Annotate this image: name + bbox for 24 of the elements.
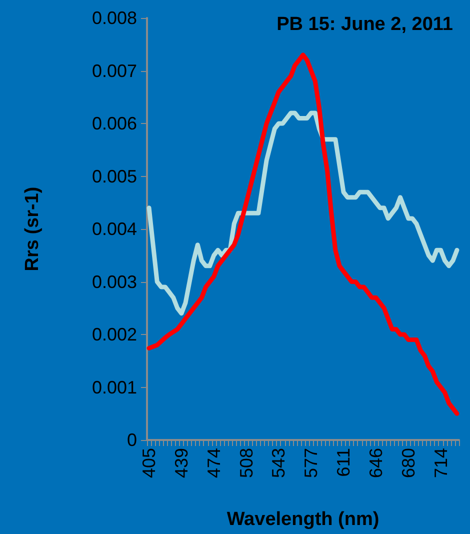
- x-tick-label: 543: [268, 448, 289, 478]
- y-tick-label: 0.007: [92, 60, 137, 81]
- x-tick-label: 680: [398, 448, 418, 478]
- x-tick-label: 508: [236, 448, 256, 478]
- y-tick-label: 0.001: [92, 377, 137, 398]
- y-tick-label: 0.008: [92, 8, 137, 28]
- x-tick-label: 611: [334, 448, 354, 477]
- x-tick-label: 577: [301, 448, 322, 478]
- y-tick-label: 0.005: [92, 166, 137, 186]
- x-axis-title: Wavelength (nm): [226, 509, 380, 530]
- y-tick-label: 0.002: [92, 324, 137, 344]
- x-tick-label: 474: [204, 448, 224, 478]
- x-tick-label: 405: [139, 448, 160, 478]
- y-axis-title: Rrs (sr-1): [22, 186, 43, 272]
- x-tick-label: 646: [366, 448, 386, 478]
- y-tick-label: 0.004: [92, 219, 137, 239]
- line-series: [146, 52, 460, 416]
- y-tick-label: 0.006: [92, 114, 137, 134]
- line-series: [146, 110, 460, 316]
- chart-title: PB 15: June 2, 2011: [276, 14, 454, 35]
- x-tick-label: 439: [171, 448, 192, 478]
- x-tick-label: 714: [430, 448, 451, 478]
- y-tick-label: 0: [126, 430, 137, 450]
- y-tick-label: 0.003: [92, 272, 137, 292]
